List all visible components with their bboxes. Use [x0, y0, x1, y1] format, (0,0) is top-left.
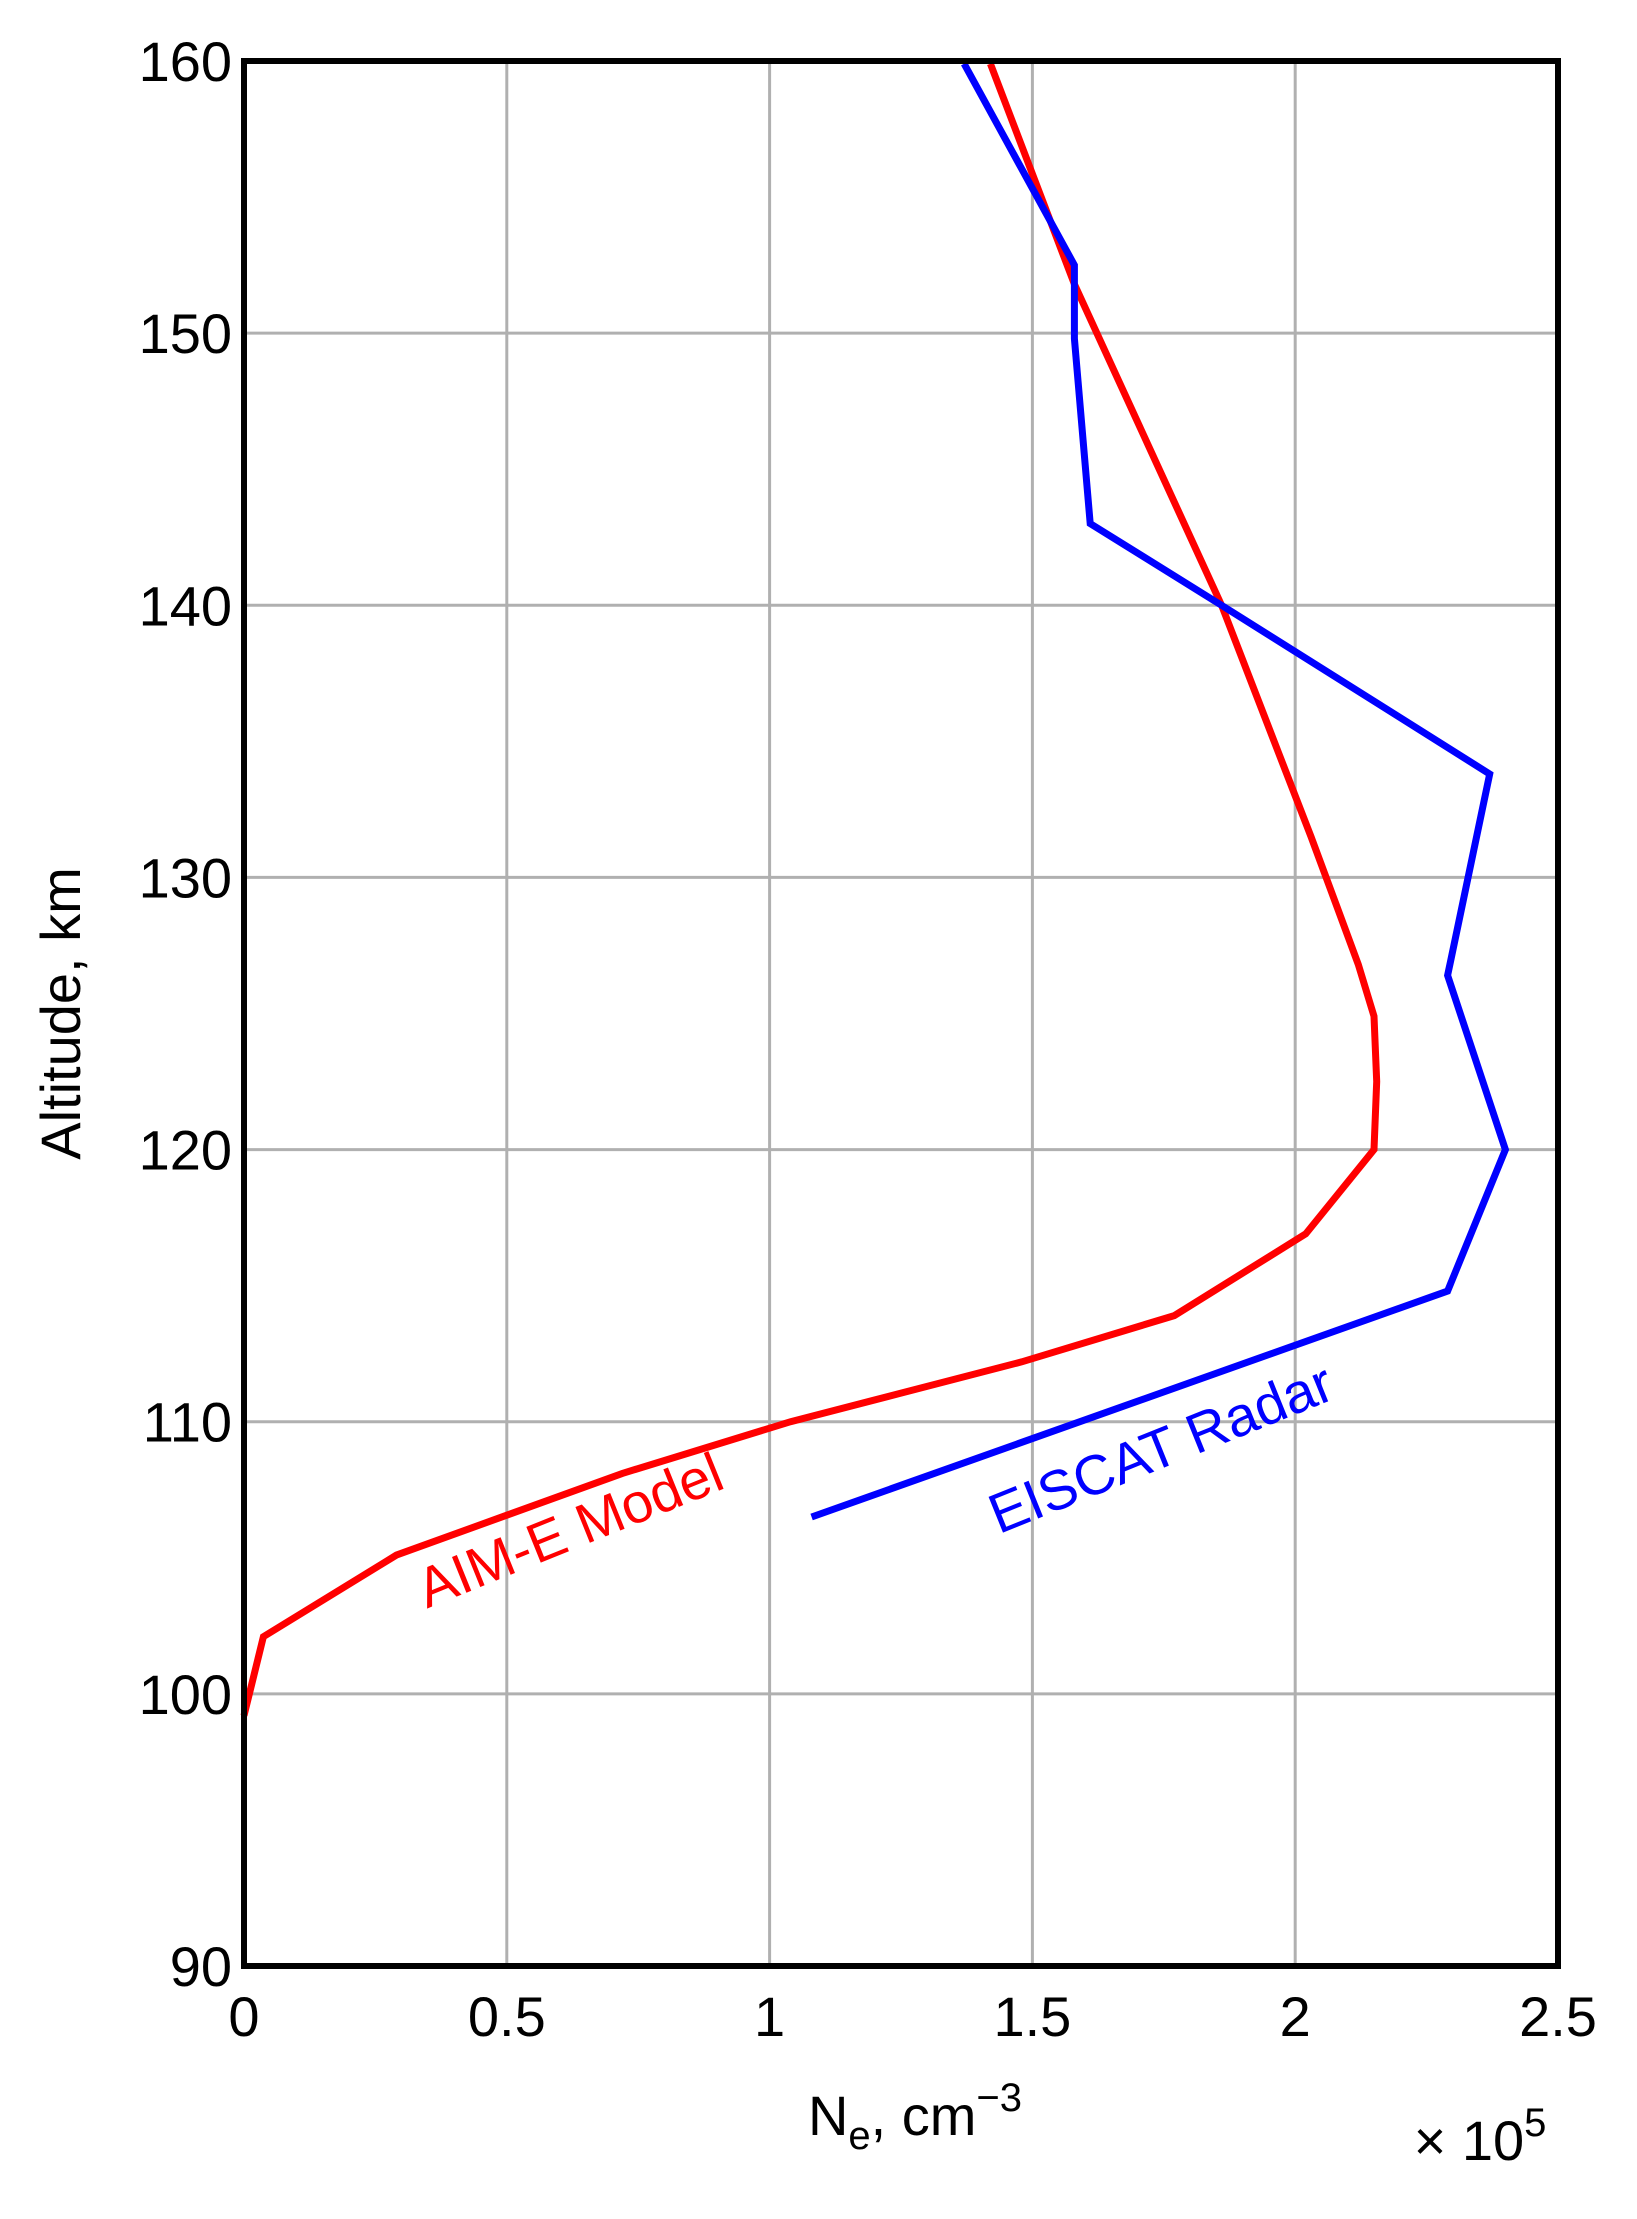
- x-tick-label: 1.5: [993, 1985, 1071, 2048]
- series-label: EISCAT Radar: [980, 1350, 1342, 1545]
- y-tick-label: 150: [139, 302, 232, 365]
- x-tick-label: 0.5: [468, 1985, 546, 2048]
- x-tick-label: 2.5: [1519, 1985, 1597, 2048]
- x-label-sup: −3: [976, 2076, 1022, 2120]
- series-line: [810, 62, 1510, 1521]
- y-tick-label: 160: [139, 30, 232, 93]
- plot-frame: [241, 58, 1561, 1969]
- x-axis-label: Ne, cm−3: [808, 2076, 1022, 2158]
- x-label-sub: e: [848, 2114, 870, 2158]
- x-label-base: N: [808, 2084, 848, 2147]
- x-multiplier-sup: 5: [1524, 2101, 1546, 2145]
- y-tick-label: 90: [170, 1935, 232, 1998]
- x-multiplier: × 105: [1414, 2101, 1547, 2172]
- series-line: [240, 62, 1381, 1717]
- y-tick-label: 100: [139, 1663, 232, 1726]
- x-label-mid: , cm: [871, 2084, 977, 2147]
- x-tick-label: 1: [754, 1985, 785, 2048]
- y-axis-label: Altitude, km: [29, 867, 92, 1160]
- x-tick-label: 2: [1280, 1985, 1311, 2048]
- x-multiplier-base: × 10: [1414, 2109, 1525, 2172]
- y-tick-label: 120: [139, 1119, 232, 1182]
- y-tick-label: 140: [139, 574, 232, 637]
- y-tick-label: 110: [143, 1391, 232, 1454]
- x-tick-label: 0: [228, 1985, 259, 2048]
- y-tick-label: 130: [139, 846, 232, 909]
